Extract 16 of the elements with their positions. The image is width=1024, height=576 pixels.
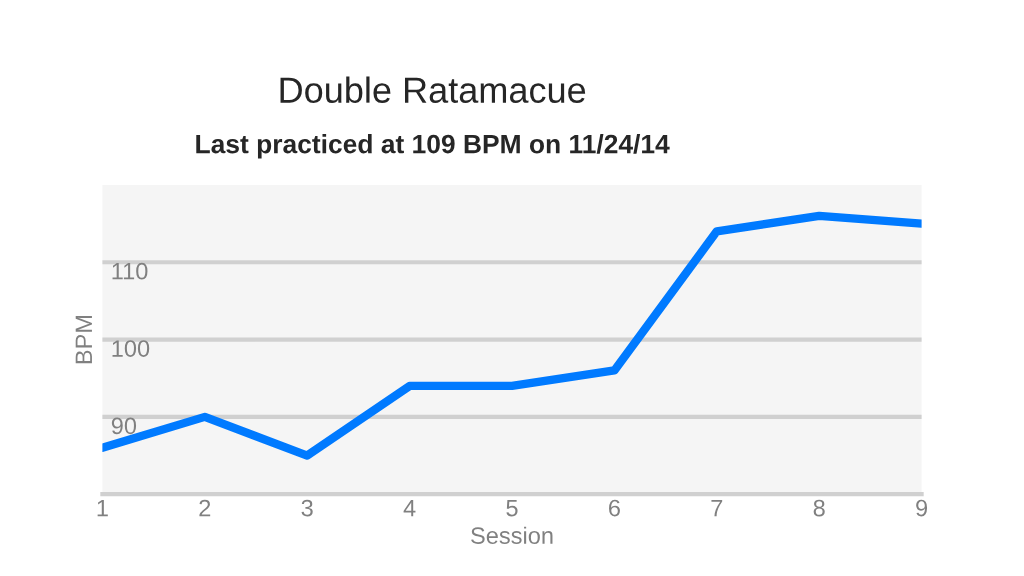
- chart-title: Double Ratamacue: [280, 76, 586, 104]
- x-axis-title: Session: [471, 526, 553, 544]
- y-tick-label: 100: [112, 340, 150, 357]
- x-tick-label: 1: [97, 499, 108, 517]
- x-tick-label: 6: [609, 499, 620, 517]
- x-tick-label: 9: [916, 499, 928, 517]
- y-tick-label: 110: [112, 262, 148, 280]
- x-tick-label: 3: [301, 499, 313, 517]
- y-tick-label: 90: [111, 417, 137, 435]
- x-tick-label: 7: [711, 499, 723, 517]
- chart-subtitle: Last practiced at 109 BPM on 11/24/14: [196, 134, 670, 159]
- x-tick-label: 5: [506, 499, 518, 517]
- y-axis-title: BPM: [75, 315, 92, 364]
- x-tick-label: 4: [403, 499, 416, 517]
- x-tick-label: 8: [813, 499, 825, 517]
- x-tick-label: 2: [199, 499, 211, 517]
